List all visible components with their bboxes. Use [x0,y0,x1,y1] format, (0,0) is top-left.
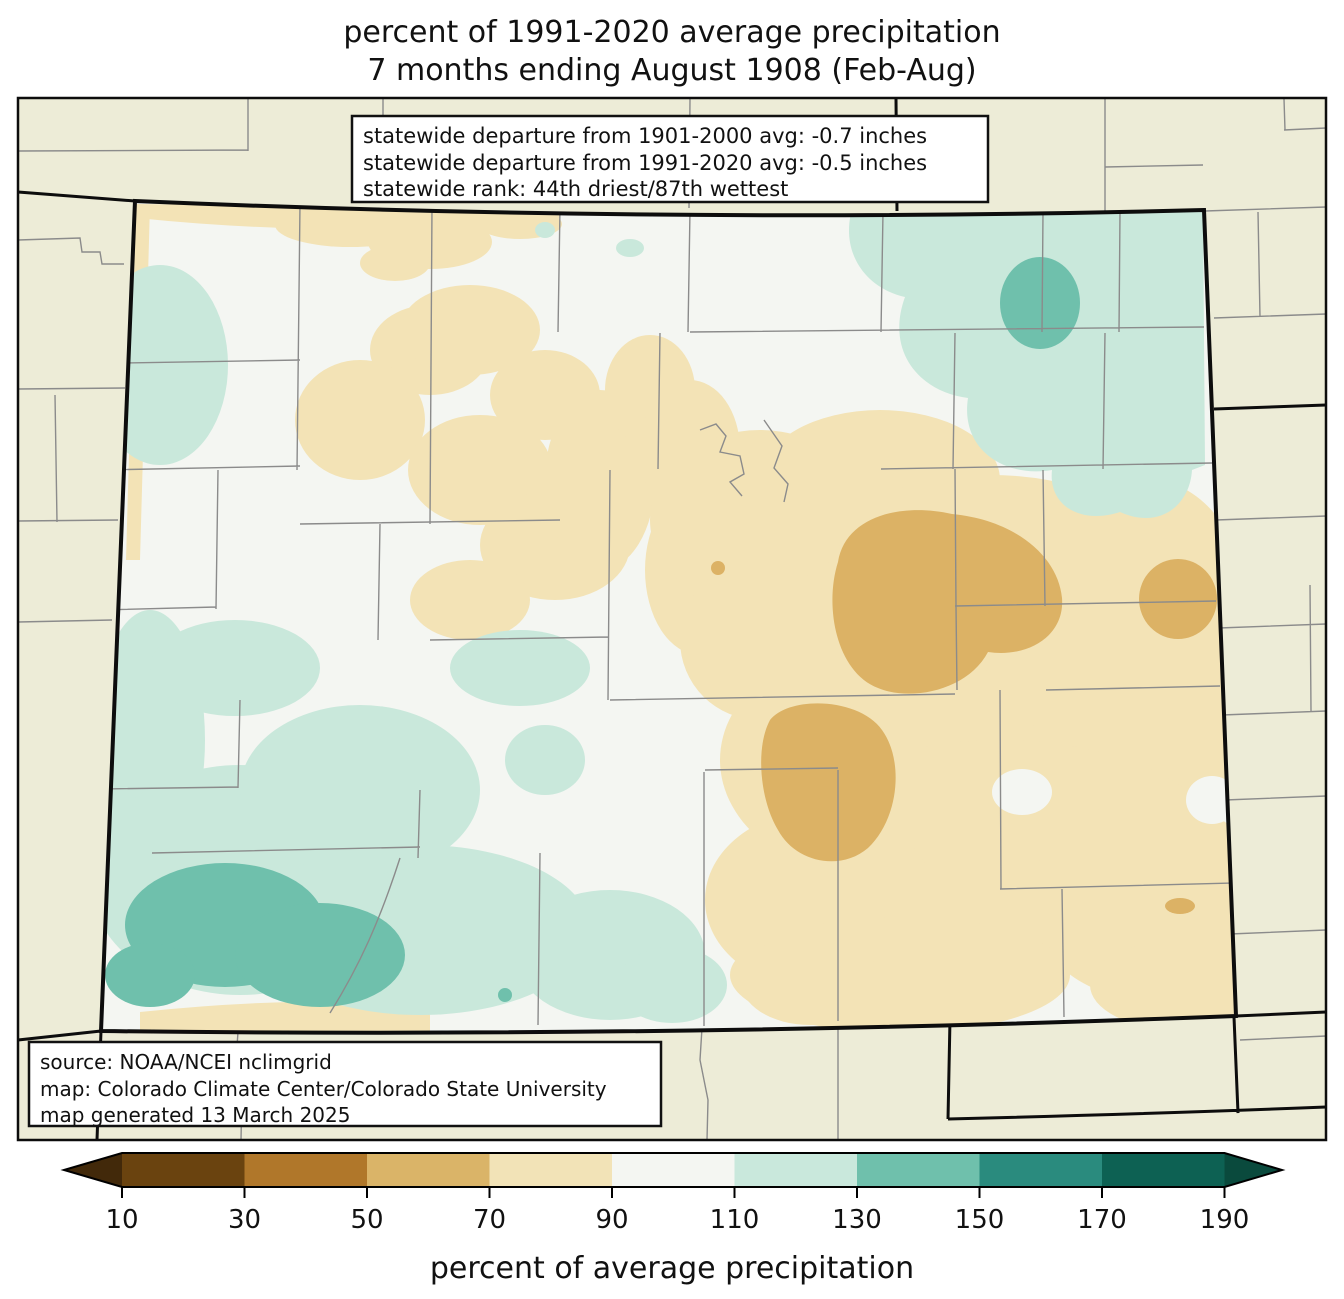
colorbar-tick-label: 170 [1077,1205,1127,1235]
stats-box: statewide departure from 1901-2000 avg: … [350,114,990,204]
colorbar-segment [489,1153,612,1187]
colorado-fill-layers [101,201,1236,1033]
colorbar-segment [122,1153,245,1187]
colorbar-tick-label: 70 [473,1205,506,1235]
source-box: source: NOAA/NCEI nclimgrid map: Colorad… [27,1040,663,1128]
colorado-county-lines [101,203,1234,1026]
colorbar-over-arrow [1224,1153,1282,1187]
contour-holes-90-110 [992,769,1236,824]
colorbar-tick-label: 50 [350,1205,383,1235]
axes-frame [16,96,1328,1142]
contour-50-70 [711,510,1217,914]
colorbar-tick-label: 110 [710,1205,760,1235]
source-line-1: source: NOAA/NCEI nclimgrid [40,1050,332,1074]
figure-title-line2: 7 months ending August 1908 (Feb-Aug) [367,53,976,88]
colorbar-axis-label: percent of average precipitation [430,1251,914,1286]
colorbar-segment [734,1153,857,1187]
colorbar: 10 30 50 70 90 110 130 150 170 190 perce… [60,1152,1286,1286]
colorbar-tick-label: 130 [832,1205,882,1235]
colorbar-tick-label: 30 [228,1205,261,1235]
colorbar-tick-label: 90 [595,1205,628,1235]
colorbar-segment [612,1153,735,1187]
colorbar-segment [367,1153,490,1187]
colorbar-segment [1102,1153,1225,1187]
stats-line-3: statewide rank: 44th driest/87th wettest [363,177,788,201]
colorbar-segment [857,1153,980,1187]
colorbar-tick-label: 150 [955,1205,1005,1235]
colorbar-segment [979,1153,1102,1187]
colorbar-tick-marks [121,1187,1226,1198]
colorado-state-border [98,198,1239,1035]
stats-line-2: statewide departure from 1991-2020 avg: … [363,151,927,175]
colorbar-tick-label: 10 [105,1205,138,1235]
colorbar-tick-label: 190 [1200,1205,1250,1235]
figure-title-line1: percent of 1991-2020 average precipitati… [343,15,1000,50]
contour-130-150 [105,257,1080,1007]
source-line-2: map: Colorado Climate Center/Colorado St… [40,1077,607,1101]
stats-line-1: statewide departure from 1901-2000 avg: … [363,124,927,148]
source-line-3: map generated 13 March 2025 [40,1103,350,1127]
colorbar-segment [244,1153,367,1187]
colorbar-under-arrow [64,1153,122,1187]
